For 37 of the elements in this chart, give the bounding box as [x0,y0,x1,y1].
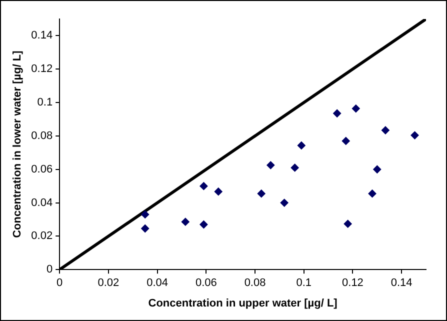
point [200,182,208,190]
x-axis-title: Concentration in upper water [µg/ L] [148,297,338,310]
x-tick-label: 0.04 [146,277,168,290]
point [280,198,288,207]
y-tick-label: 0 [46,264,53,276]
point [297,141,306,150]
x-tick-label: 0.12 [342,277,364,290]
point [373,165,382,174]
y-tick-label: 0.06 [31,163,53,176]
point [214,188,222,196]
point [368,190,376,198]
point [141,210,150,218]
point [290,164,299,172]
point [266,161,275,170]
x-tick-label: 0.02 [98,277,120,290]
y-tick-label: 0.12 [31,63,53,76]
point [381,126,390,134]
point [352,104,360,113]
x-tick-label: 0.1 [296,277,312,290]
y-tick-label: 0.1 [37,96,53,109]
point [141,224,150,232]
x-tick-label: 0 [56,277,63,290]
y-axis-title: Concentration in lower water [µg/ L] [12,50,24,238]
point [344,220,352,228]
y-tick-label: 0.14 [31,30,53,42]
point [200,220,208,228]
x-tick-label: 0.14 [390,277,412,290]
y-tick-label: 0.08 [31,130,53,142]
y-tick-label: 0.02 [31,230,53,242]
point [342,136,350,145]
y-tick-label: 0.04 [31,196,53,209]
point [181,218,190,226]
point [410,131,419,140]
x-tick-label: 0.08 [244,277,266,290]
point [257,190,266,198]
x-tick-label: 0.06 [195,277,217,290]
point [333,109,342,118]
